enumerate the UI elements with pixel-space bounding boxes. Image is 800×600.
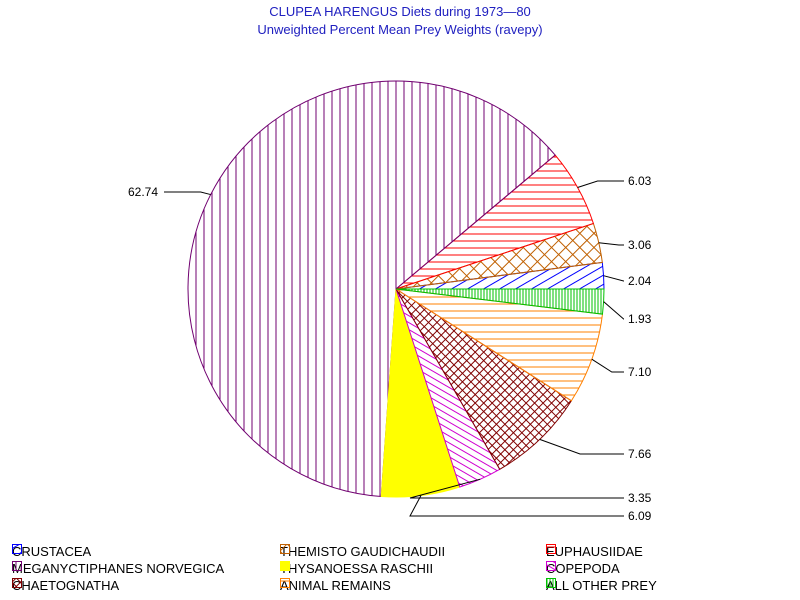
chart-subtitle: Unweighted Percent Mean Prey Weights (ra…: [257, 22, 543, 37]
legend-swatch: [280, 561, 290, 571]
legend-item-thysanoessa-raschii: THYSANOESSA RASCHII: [280, 561, 433, 576]
pie-slice-all-other-prey: [395, 288, 605, 315]
legend-item-chaetognatha: CHAETOGNATHA: [12, 578, 119, 593]
legend-label: ANIMAL REMAINS: [280, 578, 391, 593]
leader-line-copepoda: [409, 478, 624, 499]
leader-line-animal-remains: [591, 358, 624, 373]
legend-swatch: [12, 561, 22, 571]
legend-item-euphausiidae: EUPHAUSIIDAE: [546, 544, 643, 559]
legend-item-crustacea: CRUSTACEA: [12, 544, 91, 559]
leader-line-themisto-gaudichaudii: [598, 242, 624, 246]
legend-item-copepoda: COPEPODA: [546, 561, 620, 576]
legend-swatch: [12, 544, 22, 554]
legend-item-meganyctiphanes-norvegica: MEGANYCTIPHANES NORVEGICA: [12, 561, 224, 576]
leader-line-euphausiidae: [577, 180, 624, 188]
leader-line-thysanoessa-raschii: [409, 495, 624, 517]
leader-line-crustacea: [603, 275, 624, 282]
value-label-all-other-prey: 1.93: [628, 312, 652, 326]
pie-slice-meganyctiphanes-norvegica: [187, 80, 556, 498]
pie-value-labels: 2.04 3.06 6.03 62.74 6.09 3.35 7.66 7.10 1.93: [128, 174, 652, 523]
value-label-thysanoessa-raschii: 6.09: [628, 509, 652, 523]
pie-slice-chaetognatha: [395, 288, 573, 470]
legend-label: MEGANYCTIPHANES NORVEGICA: [12, 561, 225, 576]
leader-line-meganyctiphanes-norvegica: [164, 191, 211, 196]
legend-label: EUPHAUSIIDAE: [546, 544, 643, 559]
legend-label: COPEPODA: [546, 561, 620, 576]
value-label-chaetognatha: 7.66: [628, 447, 652, 461]
pie-slices: [187, 80, 605, 498]
leader-line-all-other-prey: [603, 301, 624, 320]
legend-label: THEMISTO GAUDICHAUDII: [280, 544, 446, 559]
value-label-euphausiidae: 6.03: [628, 174, 652, 188]
legend-swatch: [546, 578, 556, 588]
value-label-copepoda: 3.35: [628, 491, 652, 505]
chart-title: CLUPEA HARENGUS Diets during 1973—80: [269, 4, 531, 19]
legend: CRUSTACEA THEMISTO GAUDICHAUDII EUPHAUSIID…: [0, 544, 800, 600]
leader-line-chaetognatha: [539, 438, 624, 455]
legend-item-animal-remains: ANIMAL REMAINS: [280, 578, 391, 593]
legend-swatch: [280, 544, 290, 554]
legend-label: CRUSTACEA: [12, 544, 92, 559]
legend-item-all-other-prey: ALL OTHER PREY: [546, 578, 657, 593]
legend-swatch: [280, 578, 290, 588]
legend-swatch: [12, 578, 22, 588]
legend-swatch: [546, 561, 556, 571]
legend-label: ALL OTHER PREY: [546, 578, 657, 593]
value-label-themisto-gaudichaudii: 3.06: [628, 238, 652, 252]
pie-chart: 2.04 3.06 6.03 62.74 6.09 3.35 7.66 7.10 1.93: [128, 80, 652, 523]
legend-swatch: [546, 544, 556, 554]
value-label-animal-remains: 7.10: [628, 365, 652, 379]
legend-item-themisto-gaudichaudii: THEMISTO GAUDICHAUDII: [280, 544, 445, 559]
value-label-meganyctiphanes-norvegica: 62.74: [128, 185, 158, 199]
value-label-crustacea: 2.04: [628, 274, 652, 288]
legend-label: THYSANOESSA RASCHII: [280, 561, 434, 576]
legend-label: CHAETOGNATHA: [12, 578, 120, 593]
